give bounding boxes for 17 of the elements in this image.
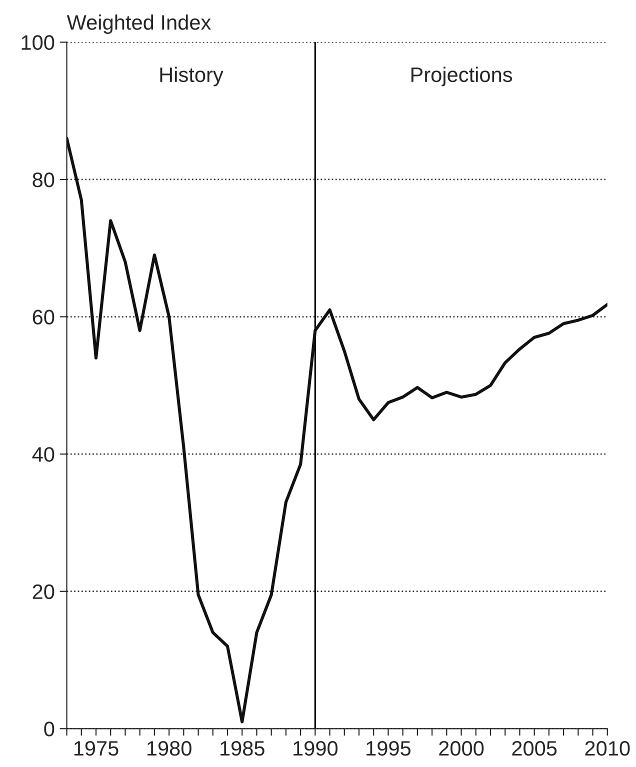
x-tick-label: 2000 (439, 741, 484, 756)
x-tick-label: 1975 (74, 741, 118, 756)
x-tick-label: 2005 (512, 741, 557, 756)
y-tick-label: 0 (44, 722, 54, 736)
y-tick-label: 80 (32, 172, 54, 188)
x-tick-label: 1980 (147, 741, 192, 756)
annotation: Projections (411, 66, 512, 86)
x-tick-label: 1985 (220, 741, 264, 756)
x-tick-label: 1995 (366, 741, 411, 756)
y-axis-title: Weighted Index (66, 14, 211, 34)
x-tick-label: 1990 (294, 741, 338, 756)
y-tick-label: 40 (32, 447, 54, 462)
y-tick-label: 20 (32, 584, 54, 600)
x-tick-label: 2010 (585, 741, 630, 756)
y-tick-label: 60 (32, 310, 54, 325)
y-tick-label: 100 (22, 35, 54, 50)
annotation: History (160, 66, 224, 86)
